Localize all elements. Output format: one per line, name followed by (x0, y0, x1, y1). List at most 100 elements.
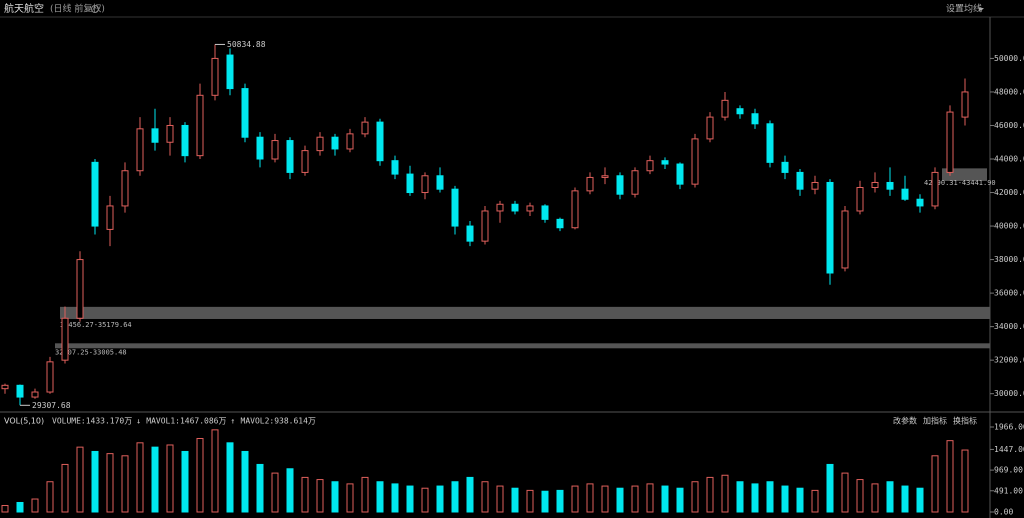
settings-button[interactable]: 设置均线 (946, 3, 982, 15)
zone (60, 306, 990, 319)
candle-body (841, 210, 849, 269)
volume-bar (376, 481, 384, 513)
volume-bar (541, 490, 549, 513)
volume-bar (496, 485, 504, 513)
volume-bar (526, 489, 534, 513)
y-tick-label: 30000.00 (994, 389, 1024, 398)
candle-body (871, 181, 879, 189)
candle-body (151, 128, 159, 143)
volume-title: VOL(5,10) (4, 417, 44, 426)
volume-bar (556, 489, 564, 513)
candle-body (886, 181, 894, 190)
volume-bar (106, 453, 114, 513)
settings-icon[interactable] (91, 5, 99, 13)
volume-bar (901, 485, 909, 513)
volume-bar (826, 463, 834, 513)
title: 航天航空 (4, 2, 44, 15)
volume-bar (166, 444, 174, 513)
volume-bar (181, 450, 189, 513)
candle-body (421, 175, 429, 194)
y-tick-label: 32000.00 (994, 356, 1024, 365)
candle-body (571, 190, 579, 229)
volume-bar (511, 487, 519, 513)
candle-body (166, 124, 174, 143)
volume-bar (601, 485, 609, 513)
candle-body (361, 121, 369, 135)
volume-bar (466, 476, 474, 513)
high-label: 50834.88 (227, 40, 266, 49)
volume-bar (241, 450, 249, 513)
indicator-button[interactable]: 加指标 (923, 416, 947, 426)
candle-body (241, 88, 249, 138)
candle-body (601, 175, 609, 178)
zone-label: 42690.31-43441.90 (924, 179, 996, 187)
volume-bar (211, 429, 219, 513)
candle-body (526, 205, 534, 212)
legend-entry: MAVOL1:1467.086万 (146, 417, 226, 426)
arrow: ↑ (231, 417, 236, 426)
volume-bar (31, 498, 39, 513)
candle-body (811, 181, 819, 190)
candle-body (946, 111, 954, 173)
candle-body (451, 188, 459, 227)
volume-bar (616, 487, 624, 513)
volume-bar (286, 468, 294, 513)
indicator-button[interactable]: 改参数 (893, 416, 917, 426)
volume-bar (661, 485, 669, 513)
candle-body (901, 188, 909, 200)
y-tick-label: 42000.00 (994, 188, 1024, 197)
candle-body (226, 54, 234, 90)
y-tick-label: 40000.00 (994, 222, 1024, 231)
y-tick-label: 46000.00 (994, 121, 1024, 130)
zone-label: 32807.25-33005.48 (55, 349, 127, 357)
volume-bar (796, 487, 804, 513)
y-tick-label: 969.00 (994, 466, 1023, 475)
candle-body (721, 99, 729, 118)
indicator-button[interactable]: 换指标 (953, 416, 977, 426)
candle-body (496, 203, 504, 212)
candle-body (436, 175, 444, 190)
candle-body (61, 317, 69, 361)
volume-bar (586, 483, 594, 513)
volume-bar (61, 463, 69, 513)
volume-bar (406, 485, 414, 513)
volume-bar (646, 483, 654, 513)
candle-body (136, 128, 144, 172)
volume-bar (631, 485, 639, 513)
volume-bar (451, 481, 459, 513)
candle-body (616, 175, 624, 195)
candle-body (256, 136, 264, 160)
volume-bar (421, 487, 429, 513)
y-tick-label: 1447.00 (994, 445, 1024, 454)
candle-body (511, 203, 519, 212)
candle-body (691, 138, 699, 185)
legend-entry: VOLUME:1433.170万 (52, 417, 132, 426)
arrow: ↓ (136, 417, 141, 426)
volume-bar (331, 481, 339, 513)
volume-bar (676, 487, 684, 513)
y-tick-label: 34000.00 (994, 322, 1024, 331)
candle-body (346, 133, 354, 150)
candle-body (826, 181, 834, 274)
candle-body (271, 140, 279, 160)
volume-bar (196, 437, 204, 513)
candle-body (646, 160, 654, 172)
volume-bar (151, 446, 159, 513)
zone (55, 343, 990, 349)
candle-body (286, 140, 294, 173)
candle-body (466, 225, 474, 242)
candle-body (916, 198, 924, 207)
candle-body (406, 173, 414, 194)
volume-bar (271, 472, 279, 513)
candle-body (76, 259, 84, 319)
candle-body (751, 113, 759, 125)
subtitle: (日线 前复权) (50, 3, 105, 15)
volume-bar (136, 442, 144, 513)
candle-body (121, 170, 129, 207)
candle-body (376, 121, 384, 162)
candle-body (31, 391, 39, 398)
volume-bar (571, 485, 579, 513)
volume-bar (91, 450, 99, 513)
